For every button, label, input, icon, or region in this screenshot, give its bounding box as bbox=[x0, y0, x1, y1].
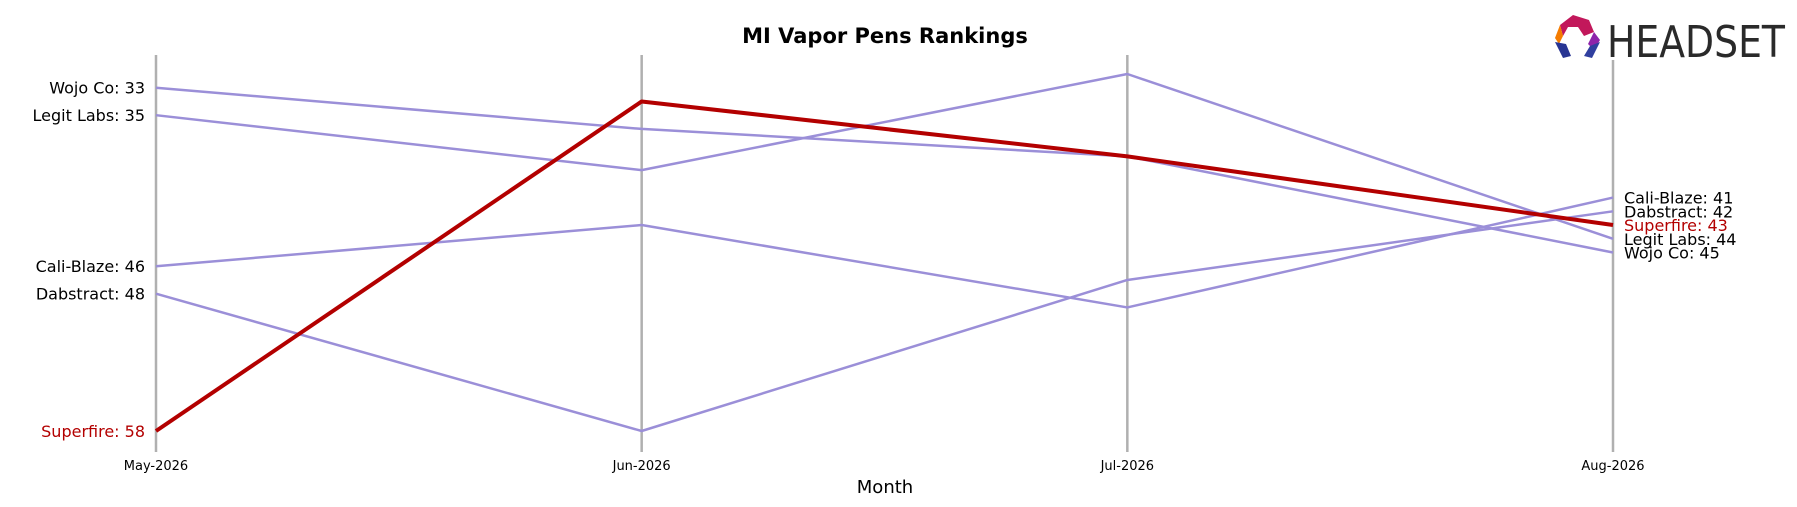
series-line-wojo-co bbox=[155, 86, 1614, 254]
x-tick-label: May-2026 bbox=[124, 459, 188, 474]
x-tick-label: Aug-2026 bbox=[1581, 459, 1644, 474]
x-tick-label: Jul-2026 bbox=[1100, 459, 1154, 474]
end-label-dabstract: Dabstract: 42 bbox=[1624, 202, 1733, 221]
x-tick-label: Jun-2026 bbox=[612, 459, 671, 474]
headset-logo: HEADSET bbox=[1555, 15, 1785, 68]
logo-mark-icon bbox=[1555, 15, 1600, 58]
x-axis-label: Month bbox=[857, 477, 913, 498]
start-rank-labels: Wojo Co: 33 Legit Labs: 35 Cali-Blaze: 46 D… bbox=[33, 79, 145, 441]
series-line-legit-labs bbox=[155, 72, 1614, 240]
series-line-cali-blaze bbox=[155, 196, 1614, 309]
series-line-dabstract bbox=[155, 210, 1614, 433]
end-label-cali-blaze: Cali-Blaze: 41 bbox=[1624, 189, 1733, 208]
end-label-legit-labs: Legit Labs: 44 bbox=[1624, 230, 1736, 249]
start-label-wojo-co: Wojo Co: 33 bbox=[49, 79, 145, 98]
month-axis-lines bbox=[154, 55, 1615, 452]
logo-text: HEADSET bbox=[1607, 17, 1785, 68]
end-label-superfire: Superfire: 43 bbox=[1624, 216, 1728, 235]
end-label-wojo-co: Wojo Co: 45 bbox=[1624, 244, 1720, 263]
start-label-legit-labs: Legit Labs: 35 bbox=[33, 106, 145, 125]
chart-title: MI Vapor Pens Rankings bbox=[742, 24, 1028, 48]
start-label-superfire: Superfire: 58 bbox=[41, 422, 145, 441]
series-line-superfire bbox=[154, 99, 1614, 433]
series-lines bbox=[154, 72, 1614, 433]
x-tick-labels: May-2026 Jun-2026 Jul-2026 Aug-2026 bbox=[124, 459, 1645, 474]
start-label-dabstract: Dabstract: 48 bbox=[36, 285, 145, 304]
start-label-cali-blaze: Cali-Blaze: 46 bbox=[36, 257, 145, 276]
